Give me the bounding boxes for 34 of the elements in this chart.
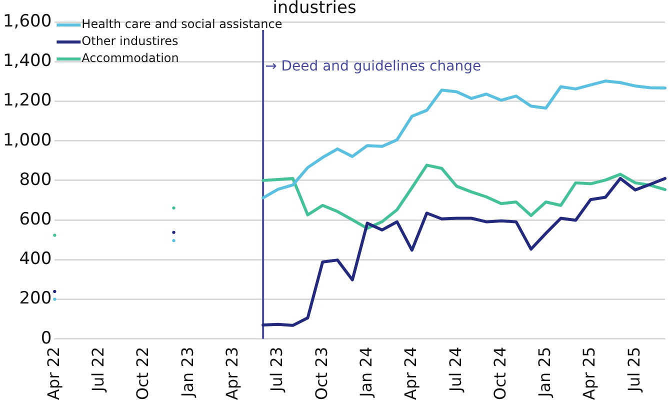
y-tick-label: 800 — [19, 170, 52, 190]
legend-label: Health care and social assistance — [82, 17, 282, 32]
ref-line-label: → Deed and guidelines change — [265, 58, 482, 75]
point — [172, 239, 176, 242]
y-tick-label: 1,600 — [2, 11, 52, 32]
chart-title: industries — [272, 0, 356, 18]
y-tick-label: 200 — [19, 288, 52, 309]
point — [53, 290, 56, 294]
y-tick-label: 400 — [19, 249, 52, 270]
point — [53, 234, 56, 237]
x-tick-label: Oct 24 — [490, 346, 510, 400]
point — [53, 298, 56, 301]
point — [172, 206, 176, 210]
x-tick-label: Oct 23 — [312, 346, 331, 400]
point — [172, 230, 176, 234]
y-tick-label: 0 — [40, 328, 52, 348]
x-tick-label: Jan 25 — [535, 346, 554, 398]
x-tick-label: Jul 24 — [446, 346, 465, 393]
legend-label: Other industires — [82, 34, 178, 48]
x-tick-label: Jan 23 — [178, 346, 197, 398]
y-tick-label: 1,200 — [2, 90, 52, 111]
x-tick-label: Oct 22 — [133, 346, 152, 400]
x-tick-label: Apr 22 — [44, 346, 63, 400]
y-tick-label: 600 — [19, 209, 52, 230]
x-tick-label: Jul 25 — [624, 346, 644, 393]
x-tick-label: Apr 25 — [580, 346, 599, 400]
y-tick-label: 1,400 — [2, 51, 52, 72]
x-tick-label: Jul 22 — [88, 346, 108, 393]
x-tick-label: Jul 23 — [267, 346, 286, 393]
x-tick-label: Jan 24 — [356, 346, 376, 398]
x-tick-label: Apr 23 — [222, 346, 242, 400]
legend-label: Accommodation — [82, 51, 179, 66]
y-tick-label: 1,000 — [2, 130, 52, 150]
x-tick-label: Apr 24 — [401, 346, 420, 400]
